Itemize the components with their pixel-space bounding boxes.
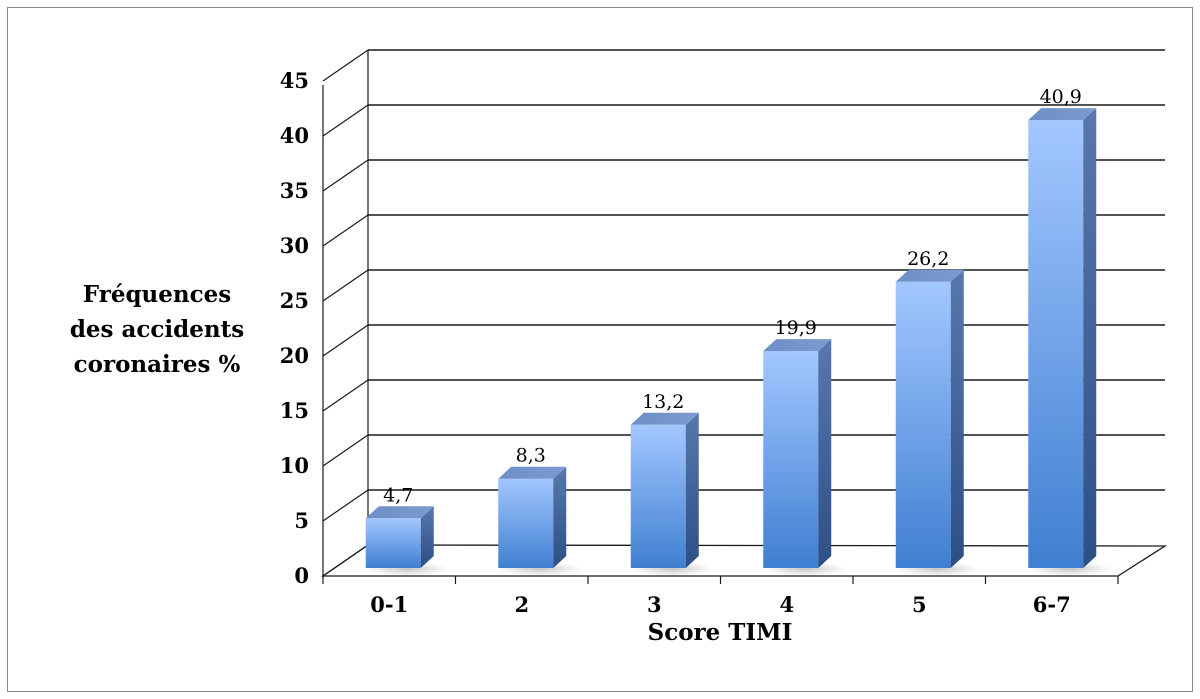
bar: [365, 506, 449, 576]
bar-front: [630, 424, 686, 568]
bar-front: [365, 518, 421, 568]
bar: [895, 269, 979, 576]
x-axis-title: Score TIMI: [648, 619, 793, 646]
bar-front: [1028, 120, 1084, 568]
bar: [1028, 108, 1111, 576]
y-tick-label: 20: [280, 343, 309, 368]
gridline-side: [322, 379, 369, 412]
y-tick-label: 40: [280, 123, 309, 148]
y-tick-label: 10: [280, 453, 309, 478]
data-label: 13,2: [642, 391, 684, 413]
data-label: 4,7: [383, 484, 413, 506]
gridline-side: [322, 324, 369, 357]
bar-top: [630, 412, 699, 425]
bar-front: [498, 478, 554, 568]
x-tick-label: 0-1: [370, 592, 408, 617]
data-label: 40,9: [1040, 86, 1082, 108]
x-tick-label: 4: [779, 592, 794, 617]
y-axis-title-line-3: coronaires %: [74, 351, 241, 378]
bar-front: [895, 281, 951, 568]
bar-top: [365, 506, 434, 519]
y-axis-title-line-1: Fréquences: [83, 281, 231, 308]
bar-side: [1083, 108, 1097, 568]
bar-front: [763, 351, 819, 568]
x-tick-label: 6-7: [1033, 592, 1071, 617]
gridline-side: [322, 269, 369, 302]
data-label: 19,9: [775, 317, 817, 339]
bar-side: [420, 506, 434, 568]
y-tick-label: 30: [280, 233, 309, 258]
bar-top: [498, 466, 567, 479]
y-tick-label: 5: [294, 508, 309, 533]
gridline-side: [322, 489, 369, 522]
bar-top: [1028, 108, 1097, 121]
bar-side: [818, 339, 832, 568]
y-tick-label: 15: [280, 398, 309, 423]
y-tick-label: 45: [280, 68, 309, 93]
gridline-side: [322, 104, 369, 137]
y-tick-label: 25: [280, 288, 309, 313]
x-tick-label: 3: [647, 592, 662, 617]
bar: [498, 466, 581, 576]
gridline-side: [322, 214, 369, 247]
gridline-side: [322, 159, 369, 192]
bars: [365, 108, 1111, 576]
bar: [763, 339, 846, 576]
bar-side: [685, 412, 699, 568]
y-tick-label: 0: [294, 563, 309, 588]
y-axis-title: Fréquences des accidents coronaires %: [70, 281, 244, 378]
x-tick-label: 5: [912, 592, 927, 617]
bar-side: [553, 466, 567, 568]
data-label: 26,2: [907, 248, 949, 270]
data-labels: 4,7 8,3 13,2 19,9 26,2 40,9: [383, 86, 1082, 506]
y-tick-label: 35: [280, 178, 309, 203]
gridline-side: [322, 49, 369, 82]
gridline-side: [322, 434, 369, 467]
y-axis-title-line-2: des accidents: [70, 316, 244, 343]
bar-side: [950, 269, 964, 568]
x-tick-label: 2: [514, 592, 529, 617]
bar-top: [763, 339, 832, 352]
bar-top: [895, 269, 964, 282]
bar: [630, 412, 714, 576]
chart-frame: [7, 7, 1193, 692]
data-label: 8,3: [516, 445, 546, 467]
